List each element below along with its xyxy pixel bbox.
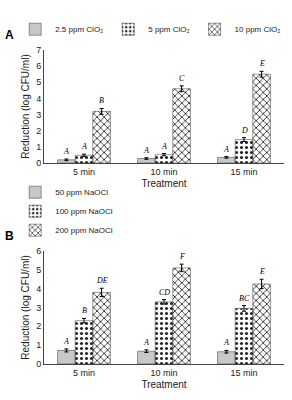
svg-text:1: 1 <box>36 142 41 152</box>
svg-text:10 ppm ClO₂: 10 ppm ClO₂ <box>235 25 281 34</box>
svg-text:4: 4 <box>36 284 41 294</box>
svg-text:3: 3 <box>36 303 41 313</box>
svg-text:A: A <box>81 142 87 151</box>
svg-text:A: A <box>143 338 149 347</box>
svg-text:2: 2 <box>36 126 41 136</box>
svg-text:B: B <box>5 229 14 243</box>
svg-text:B: B <box>82 306 87 315</box>
svg-text:DE: DE <box>96 276 108 285</box>
svg-text:A: A <box>63 337 69 346</box>
svg-text:BC: BC <box>239 294 250 303</box>
svg-text:E: E <box>259 267 265 276</box>
svg-text:5: 5 <box>36 265 41 275</box>
svg-text:Treatment: Treatment <box>141 178 186 189</box>
svg-text:2: 2 <box>36 321 41 331</box>
svg-text:A: A <box>143 146 149 155</box>
svg-text:0: 0 <box>36 158 41 168</box>
svg-text:4: 4 <box>36 94 41 104</box>
svg-text:15 min: 15 min <box>230 167 257 177</box>
svg-text:5 min: 5 min <box>73 167 95 177</box>
svg-text:3: 3 <box>36 110 41 120</box>
svg-text:10 min: 10 min <box>150 167 177 177</box>
svg-text:CD: CD <box>159 288 170 297</box>
svg-text:5: 5 <box>36 77 41 87</box>
svg-text:A: A <box>5 28 14 42</box>
svg-text:2.5 ppm ClO₂: 2.5 ppm ClO₂ <box>55 25 103 34</box>
svg-text:15 min: 15 min <box>230 368 257 378</box>
svg-text:Reduction (log CFU/ml): Reduction (log CFU/ml) <box>20 255 31 359</box>
svg-text:D: D <box>241 126 248 135</box>
svg-text:200 ppm NaOCl: 200 ppm NaOCl <box>55 226 113 235</box>
svg-text:100 ppm NaOCl: 100 ppm NaOCl <box>55 207 113 216</box>
svg-text:A: A <box>223 145 229 154</box>
svg-text:A: A <box>63 147 69 156</box>
svg-text:C: C <box>179 74 185 83</box>
svg-text:0: 0 <box>36 359 41 369</box>
svg-text:A: A <box>223 338 229 347</box>
svg-text:1: 1 <box>36 340 41 350</box>
svg-text:Reduction (log CFU/ml): Reduction (log CFU/ml) <box>20 54 31 158</box>
svg-text:B: B <box>99 96 104 105</box>
svg-text:F: F <box>179 252 185 261</box>
svg-text:6: 6 <box>36 61 41 71</box>
svg-text:5 ppm ClO₂: 5 ppm ClO₂ <box>148 25 189 34</box>
svg-text:5 min: 5 min <box>73 368 95 378</box>
svg-text:10 min: 10 min <box>150 368 177 378</box>
svg-text:50 ppm NaOCl: 50 ppm NaOCl <box>55 188 108 197</box>
svg-text:A: A <box>161 142 167 151</box>
svg-text:6: 6 <box>36 246 41 256</box>
svg-text:Treatment: Treatment <box>141 379 186 390</box>
svg-text:7: 7 <box>36 45 41 55</box>
svg-text:E: E <box>259 59 265 68</box>
